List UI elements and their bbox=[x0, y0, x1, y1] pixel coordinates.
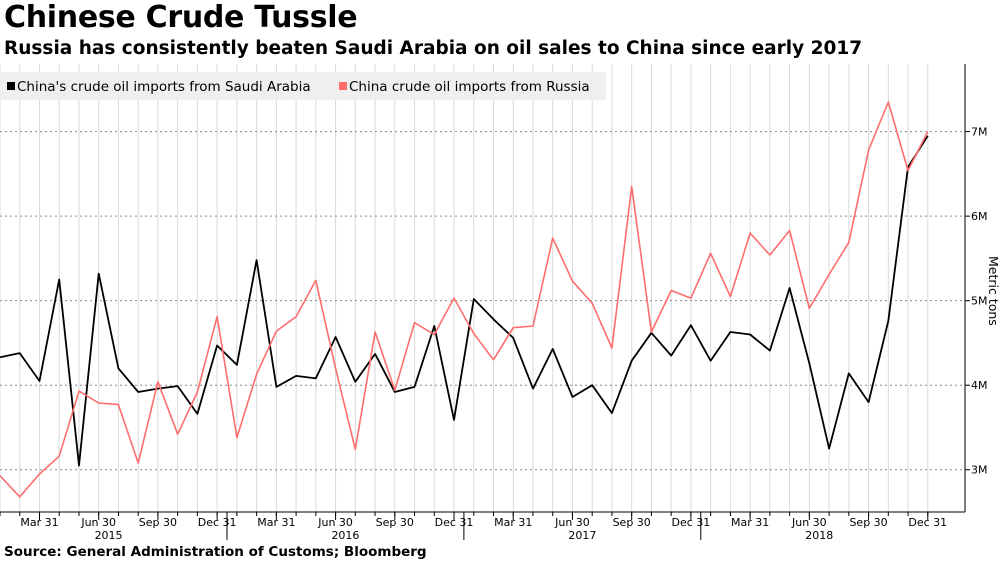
year-label: 2017 bbox=[568, 529, 596, 542]
legend-label-2: China crude oil imports from Russia bbox=[349, 79, 590, 95]
source-note: Source: General Administration of Custom… bbox=[4, 544, 427, 560]
x-tick-label: Mar 31 bbox=[20, 516, 58, 529]
x-tick-label: Dec 31 bbox=[435, 516, 474, 529]
x-tick-label: Jun 30 bbox=[554, 516, 590, 529]
legend-swatch-2 bbox=[339, 82, 347, 90]
legend-swatch-1 bbox=[7, 82, 15, 90]
x-tick-label: Dec 31 bbox=[908, 516, 947, 529]
chart-title: Chinese Crude Tussle bbox=[4, 0, 358, 35]
x-tick-label: Sep 30 bbox=[376, 516, 414, 529]
x-tick-label: Sep 30 bbox=[849, 516, 887, 529]
y-axis-label: Metric tons bbox=[986, 256, 1001, 326]
x-tick-label: Mar 31 bbox=[494, 516, 532, 529]
grid-lines bbox=[0, 64, 962, 512]
legend-box bbox=[0, 72, 606, 100]
x-tick-label: Jun 30 bbox=[317, 516, 353, 529]
x-tick-label: Jun 30 bbox=[80, 516, 116, 529]
year-label: 2015 bbox=[95, 529, 123, 542]
year-label: 2016 bbox=[331, 529, 359, 542]
x-tick-label: Dec 31 bbox=[672, 516, 711, 529]
y-tick-label: 4M bbox=[971, 379, 988, 392]
legend-label-1: China's crude oil imports from Saudi Ara… bbox=[17, 79, 311, 95]
x-tick-label: Jun 30 bbox=[791, 516, 827, 529]
legend: China's crude oil imports from Saudi Ara… bbox=[0, 72, 606, 100]
x-tick-label: Mar 31 bbox=[731, 516, 769, 529]
x-tick-label: Dec 31 bbox=[198, 516, 237, 529]
y-tick-label: 3M bbox=[971, 464, 988, 477]
series-line-2 bbox=[0, 101, 929, 498]
x-tick-label: Sep 30 bbox=[613, 516, 651, 529]
axes: 3M 4M 5M 6M 7M Metric tons Mar 31 Jun 30 Sep 30 D… bbox=[0, 64, 1001, 542]
series-lines bbox=[0, 101, 929, 498]
y-tick-label: 6M bbox=[971, 210, 988, 223]
x-tick-label: Mar 31 bbox=[257, 516, 295, 529]
y-tick-label: 5M bbox=[971, 295, 988, 308]
year-label: 2018 bbox=[805, 529, 833, 542]
series-line-1 bbox=[0, 135, 929, 467]
chart-subtitle: Russia has consistently beaten Saudi Ara… bbox=[4, 38, 863, 59]
y-tick-label: 7M bbox=[971, 126, 988, 139]
x-tick-label: Sep 30 bbox=[139, 516, 177, 529]
